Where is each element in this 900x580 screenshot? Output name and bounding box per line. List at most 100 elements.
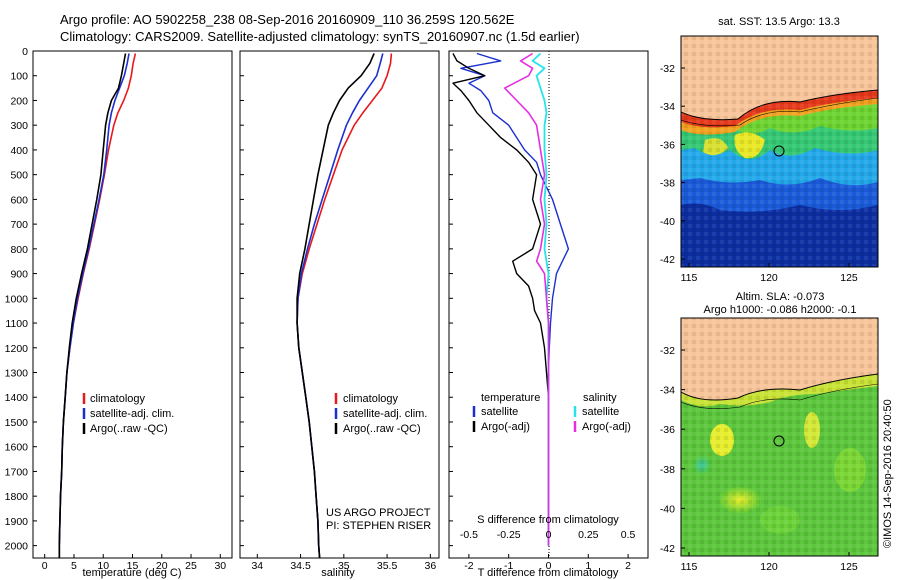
map-lat-label: -32 [660,345,675,357]
sla-map-title-1: Altim. SLA: -0.073 [736,291,825,303]
temperature-xlabel: temperature (deg C) [82,567,181,579]
s-difference-tick-label: -0.5 [460,529,478,541]
depth-tick-label: 1700 [5,466,29,478]
salinity-axes-frame [239,50,440,559]
legend-sal-argo: Argo(..raw -QC) [343,423,421,435]
difference-panel: -2 -1 0 1 2 S difference from climatology -0… [448,50,649,579]
map-lat-label: -40 [660,503,675,515]
legend-t-satellite: satellite [481,406,518,418]
sst-map-frame [680,35,879,268]
legend-salinity-header: salinity [583,392,617,404]
sst-map-title: sat. SST: 13.5 Argo: 13.3 [718,16,840,28]
depth-tick-label: 0 [22,46,28,58]
difference-x-axis: -2 -1 0 1 2 [464,554,631,572]
series-line-climatology [58,53,137,558]
temperature-series [58,53,137,558]
series-line-satellite-adj-clim [296,53,384,559]
depth-tick-label: 1600 [5,442,29,454]
x-tick-label: 34 [251,560,263,572]
title-line-1: Argo profile: AO 5902258_238 08-Sep-2016… [60,12,515,27]
x-tick-label: -2 [464,560,473,572]
difference-series [452,52,570,546]
map-lat-label: -36 [660,139,675,151]
s-difference-axis: -0.5 -0.25 0 0.25 0.5 [460,529,636,541]
depth-tick-label: 1000 [5,293,29,305]
temperature-panel: 0100200300400500600700800900100011001200… [5,46,453,579]
legend-temperature-header: temperature [481,392,540,404]
depth-tick-label: 900 [10,269,28,281]
x-tick-label: 36 [425,560,437,572]
series-line-argo-raw-qc [296,53,375,559]
salinity-x-axis: 34 34.5 35 35.5 36 [251,554,436,572]
x-tick-label: 20 [156,560,168,572]
series-line-argo-raw-qc [58,53,127,558]
temperature-axes-frame [32,50,233,559]
s-difference-tick-label: 0.5 [621,529,636,541]
x-tick-label: 35 [338,560,350,572]
sst-map-image [681,36,878,267]
x-tick-label: 2 [625,560,631,572]
depth-tick-label: 200 [10,95,28,107]
series-line-s-argo-adj [503,52,550,546]
sst-float-location-marker [773,145,785,157]
map-lat-label: -34 [660,101,675,113]
series-line-satellite-adj-clim [58,53,130,558]
legend-climatology: climatology [90,393,146,405]
legend-argo: Argo(..raw -QC) [90,423,168,435]
project-label: US ARGO PROJECT [326,507,431,519]
x-tick-label: 35.5 [377,560,398,572]
s-difference-tick-label: -0.25 [497,529,521,541]
s-difference-tick-label: 0 [546,529,552,541]
depth-tick-label: 1300 [5,368,29,380]
sla-map-axes: -32 -34 -36 -38 -40 -42 115 120 125 [660,345,858,573]
imos-credit: ©IMOS 14-Sep-2016 20:40:50 [882,399,894,548]
map-lon-label: 120 [760,561,778,573]
sla-map-image [681,318,878,556]
depth-tick-label: 2000 [5,541,29,553]
legend-sal-climatology: climatology [343,393,399,405]
map-lat-label: -38 [660,464,675,476]
map-lat-label: -36 [660,424,675,436]
temperature-legend: climatology satellite-adj. clim. Argo(..… [82,393,174,435]
map-lat-label: -42 [660,254,675,266]
depth-tick-label: 1500 [5,417,29,429]
pi-label: PI: STEPHEN RISER [326,520,431,532]
depth-tick-label: 1100 [5,318,28,330]
legend-s-satellite: satellite [582,406,619,418]
map-lon-label: 125 [840,272,858,284]
x-tick-label: 34.5 [290,560,311,572]
map-lon-label: 125 [840,561,858,573]
salinity-panel: 34 34.5 35 35.5 36 salinity climatology sate… [239,50,440,579]
depth-tick-label: 600 [10,194,28,206]
sst-map: sat. SST: 13.5 Argo: 13.3 -32 -34 -36 -38 -4… [660,16,879,284]
depth-tick-label: 300 [10,120,28,132]
s-difference-tick-label: 0.25 [578,529,599,541]
x-tick-label: 25 [185,560,197,572]
depth-tick-label: 100 [10,71,28,83]
title-line-2: Climatology: CARS2009. Satellite-adjuste… [60,29,580,44]
sla-map-title-2: Argo h1000: -0.086 h2000: -0.1 [704,304,857,316]
x-tick-label: 15 [127,560,139,572]
map-lon-label: 115 [681,561,698,573]
depth-tick-label: 1800 [5,491,29,503]
depth-tick-label: 400 [10,145,28,157]
legend-satellite: satellite-adj. clim. [90,408,174,420]
depth-tick-label: 1200 [5,343,29,355]
legend-t-argo: Argo(-adj) [481,421,530,433]
map-lon-label: 120 [760,272,778,284]
difference-legend: temperature salinity satellite Argo(-adj… [472,392,631,433]
legend-s-argo: Argo(-adj) [582,421,631,433]
temperature-x-axis: 0 5 10 15 20 25 30 [42,554,226,572]
x-tick-label: 30 [214,560,226,572]
s-difference-label: S difference from climatology [477,514,619,526]
x-tick-label: 1 [585,560,591,572]
map-lat-label: -42 [660,543,675,555]
x-tick-label: 5 [71,560,77,572]
depth-tick-label: 1400 [5,392,29,404]
sla-map-frame [680,317,879,557]
depth-tick-label: 700 [10,219,28,231]
sst-map-axes: -32 -34 -36 -38 -40 -42 115 120 125 [660,63,858,284]
map-lat-label: -38 [660,178,675,190]
depth-axis: 0 100 200 300 400 500 600 700 800 900 1000 1100 1200… [5,46,453,553]
map-lat-label: -40 [660,216,675,228]
